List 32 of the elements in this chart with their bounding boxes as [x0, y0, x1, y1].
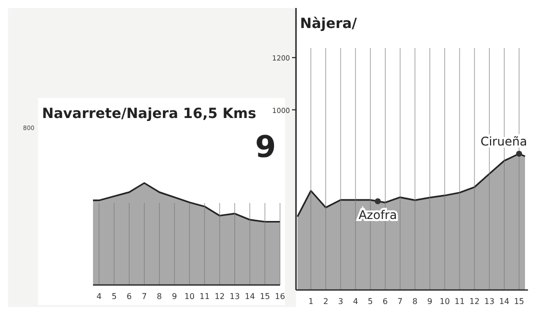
- x-tick-label: 6: [382, 297, 388, 306]
- annotation: Azofra: [358, 208, 397, 222]
- x-tick-label: 7: [142, 292, 147, 301]
- x-tick-label: 11: [200, 292, 210, 301]
- x-tick-label: 8: [412, 297, 418, 306]
- x-tick-label: 15: [260, 292, 270, 301]
- x-tick-label: 7: [398, 297, 403, 306]
- x-tick-label: 10: [440, 297, 450, 306]
- x-tick-label: 1: [308, 297, 314, 306]
- x-tick-label: 8: [156, 292, 162, 301]
- x-tick-label: 16: [274, 292, 286, 301]
- chart-title: Navarrete/Najera 16,5 Kms: [42, 106, 256, 122]
- x-tick-label: 5: [368, 297, 373, 306]
- x-tick-label: 14: [499, 297, 510, 306]
- x-tick-label: 9: [427, 297, 432, 306]
- x-tick-label: 11: [454, 297, 465, 306]
- x-tick-label: 4: [352, 297, 358, 306]
- x-tick-label: 13: [230, 292, 240, 301]
- text: Nàjera/: [300, 16, 358, 32]
- x-tick-label: 14: [244, 292, 255, 301]
- x-tick-label: 9: [172, 292, 177, 301]
- x-tick-label: 12: [214, 292, 225, 301]
- x-tick-label: 13: [484, 297, 494, 306]
- x-tick-label: 2: [323, 297, 328, 306]
- text: 9: [255, 130, 276, 165]
- x-tick-label: 5: [112, 292, 117, 301]
- x-tick-label: 12: [469, 297, 480, 306]
- x-tick-label: 15: [514, 297, 524, 306]
- x-tick-label: 6: [126, 292, 132, 301]
- x-tick-label: 10: [184, 292, 195, 301]
- x-tick-label: 4: [96, 292, 102, 301]
- x-tick-label: 3: [338, 297, 344, 306]
